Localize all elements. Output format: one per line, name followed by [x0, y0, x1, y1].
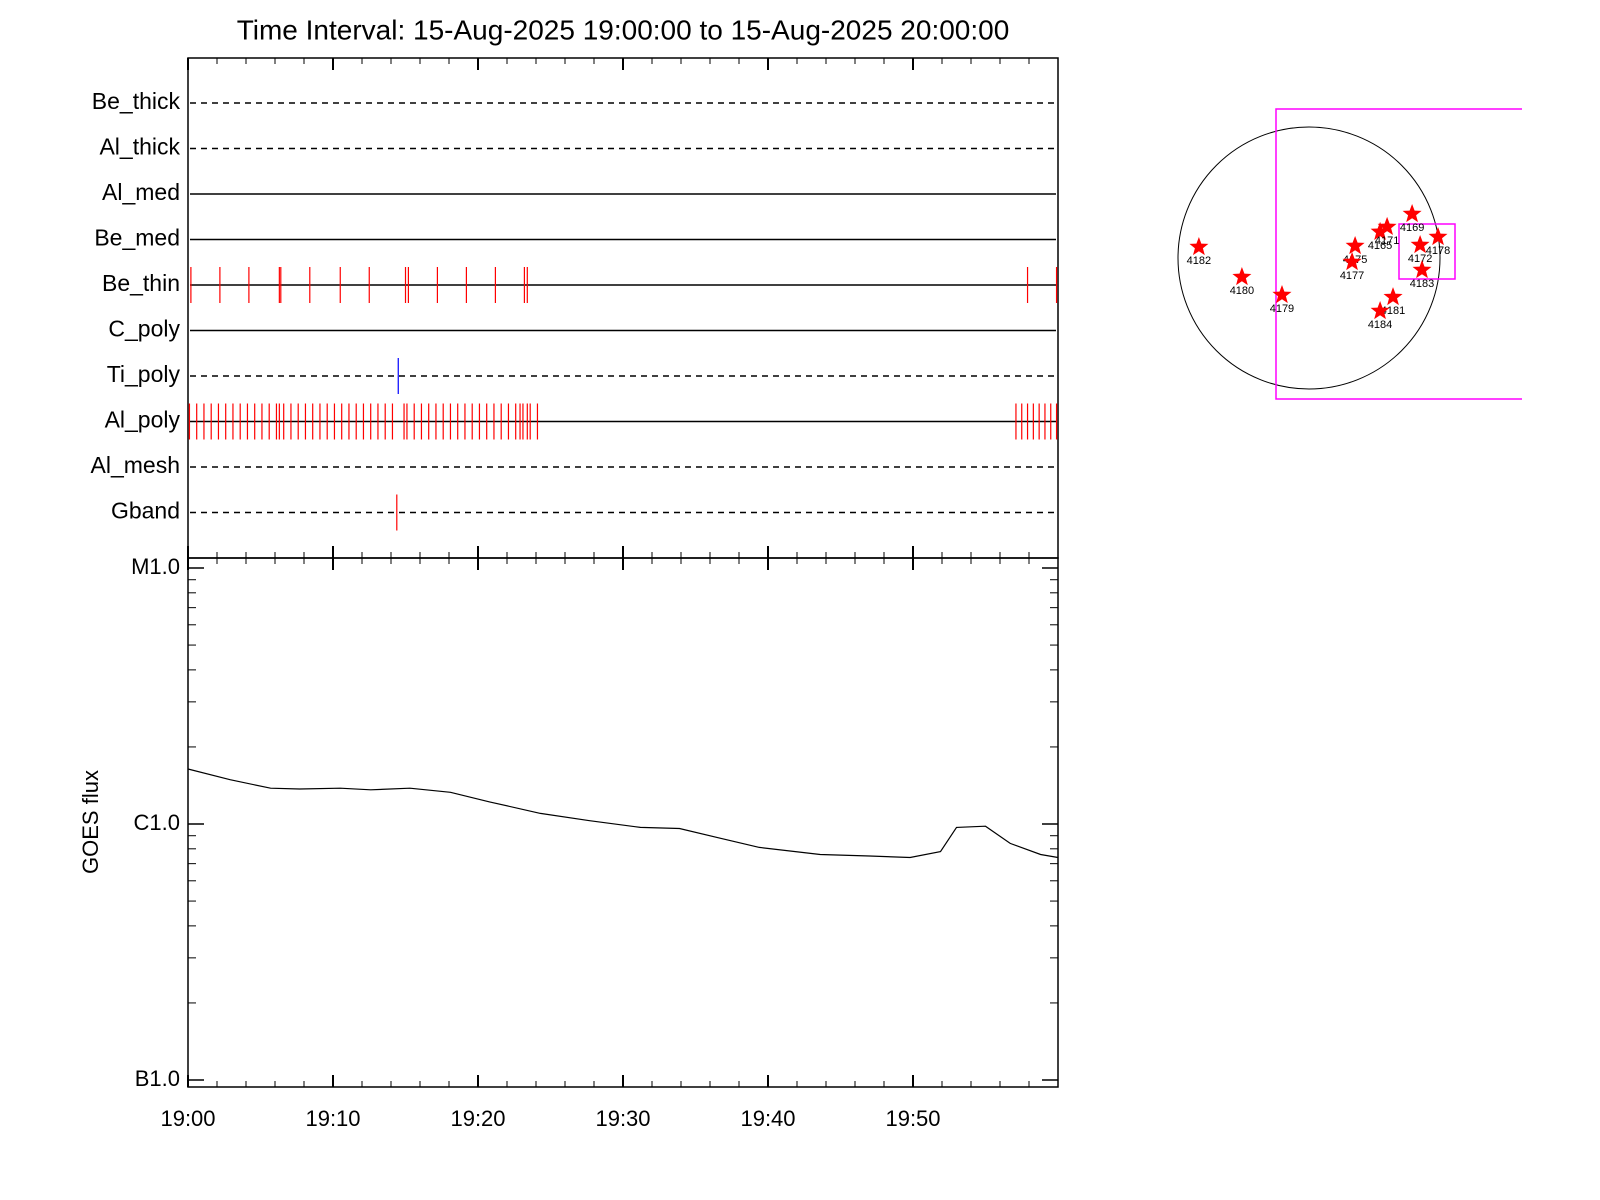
active-region-label: 4177: [1340, 270, 1364, 282]
active-region-label: 4184: [1368, 319, 1392, 331]
x-tick-label: 19:00: [160, 1106, 215, 1131]
active-region: [1410, 235, 1430, 254]
active-region: [1345, 236, 1365, 255]
y-axis-label: GOES flux: [78, 770, 103, 874]
flux-panel-frame: [187, 557, 1059, 1088]
active-region-label: 4179: [1270, 303, 1294, 315]
x-tick-label: 19:50: [885, 1106, 940, 1131]
active-region: [1342, 252, 1362, 271]
event-panel-frame: [187, 57, 1059, 559]
chart-title: Time Interval: 15-Aug-2025 19:00:00 to 1…: [237, 14, 1010, 45]
active-region: [1402, 204, 1422, 223]
flux-line: [187, 768, 1059, 859]
row-label: Al_med: [102, 179, 180, 205]
active-region: [1412, 260, 1432, 279]
active-region: [1232, 267, 1252, 286]
row-label: C_poly: [108, 316, 180, 342]
y-tick-label: C1.0: [134, 810, 180, 835]
active-region: [1272, 285, 1292, 304]
active-region: [1383, 287, 1403, 306]
fov-box: [1398, 223, 1456, 280]
row-label: Be_thick: [92, 88, 181, 114]
active-region-label: 4172: [1408, 253, 1432, 265]
active-region-label: 4165: [1368, 240, 1392, 252]
x-tick-label: 19:30: [595, 1106, 650, 1131]
active-region: [1370, 301, 1390, 320]
row-label: Be_thin: [102, 270, 180, 296]
active-region-label: 4180: [1230, 285, 1254, 297]
active-region-label: 4182: [1187, 255, 1211, 267]
row-label: Al_mesh: [91, 452, 180, 478]
x-tick-label: 19:10: [305, 1106, 360, 1131]
row-label: Gband: [111, 498, 180, 524]
active-region-label: 4183: [1410, 278, 1434, 290]
x-tick-label: 19:20: [450, 1106, 505, 1131]
active-region: [1189, 237, 1209, 256]
active-region: [1370, 221, 1390, 240]
active-region-label: 4178: [1426, 245, 1450, 257]
active-region: [1377, 216, 1397, 235]
active-region-label: 4171: [1375, 235, 1399, 247]
row-label: Al_poly: [105, 407, 181, 433]
active-region-label: 4169: [1400, 222, 1424, 234]
y-tick-label: B1.0: [135, 1066, 180, 1091]
row-label: Ti_poly: [107, 361, 181, 387]
x-tick-label: 19:40: [740, 1106, 795, 1131]
row-label: Al_thick: [99, 134, 180, 160]
active-region: [1428, 227, 1448, 246]
y-tick-label: M1.0: [131, 554, 180, 579]
solar-disk: [1177, 126, 1441, 390]
fov-box: [1275, 108, 1522, 400]
row-label: Be_med: [94, 225, 180, 251]
